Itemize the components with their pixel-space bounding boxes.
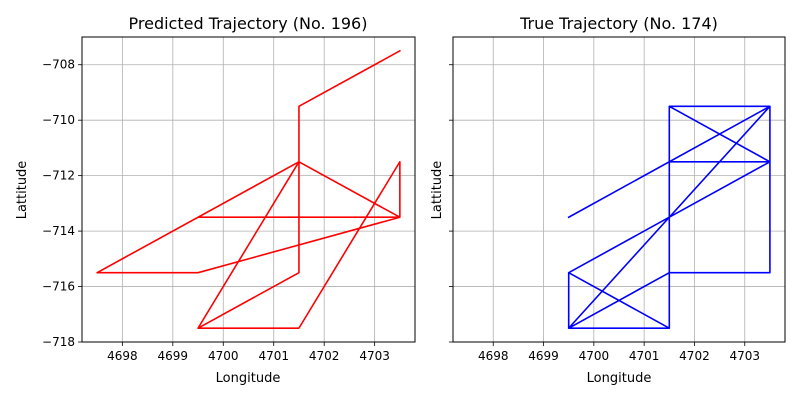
- y-tick-label: −716: [42, 280, 75, 294]
- y-tick-label: −710: [42, 113, 75, 127]
- predicted-trajectory-panel: Predicted Trajectory (No. 196) Longitude…: [15, 14, 416, 386]
- x-axis-label: Longitude: [216, 371, 281, 386]
- x-tick-label: 4698: [478, 349, 509, 363]
- chart-title: True Trajectory (No. 174): [519, 14, 718, 33]
- y-tick-label: −718: [42, 335, 75, 349]
- x-tick-label: 4702: [309, 349, 340, 363]
- x-tick-label: 4703: [729, 349, 760, 363]
- trajectory-line: [96, 49, 401, 329]
- y-tick-label: −708: [42, 58, 75, 72]
- x-tick-label: 4699: [528, 349, 559, 363]
- x-axis-label: Longitude: [587, 371, 652, 386]
- x-tick-label: 4700: [208, 349, 239, 363]
- y-tick-label: −714: [42, 224, 75, 238]
- x-tick-label: 4701: [629, 349, 660, 363]
- x-tick-label: 4699: [158, 349, 189, 363]
- x-tick-label: 4702: [679, 349, 710, 363]
- y-axis-label: Lattitude: [430, 161, 445, 220]
- x-tick-label: 4700: [579, 349, 610, 363]
- plot-frame: [452, 36, 786, 343]
- x-tick-label: 4698: [107, 349, 138, 363]
- y-axis-label: Lattitude: [15, 161, 30, 220]
- trajectory-line: [567, 105, 771, 329]
- y-tick-label: −712: [42, 169, 75, 183]
- chart-title: Predicted Trajectory (No. 196): [129, 14, 368, 33]
- x-tick-label: 4703: [359, 349, 390, 363]
- x-tick-label: 4701: [258, 349, 289, 363]
- plot-frame: [81, 36, 416, 343]
- true-trajectory-panel: True Trajectory (No. 174) Longitude Latt…: [430, 14, 786, 386]
